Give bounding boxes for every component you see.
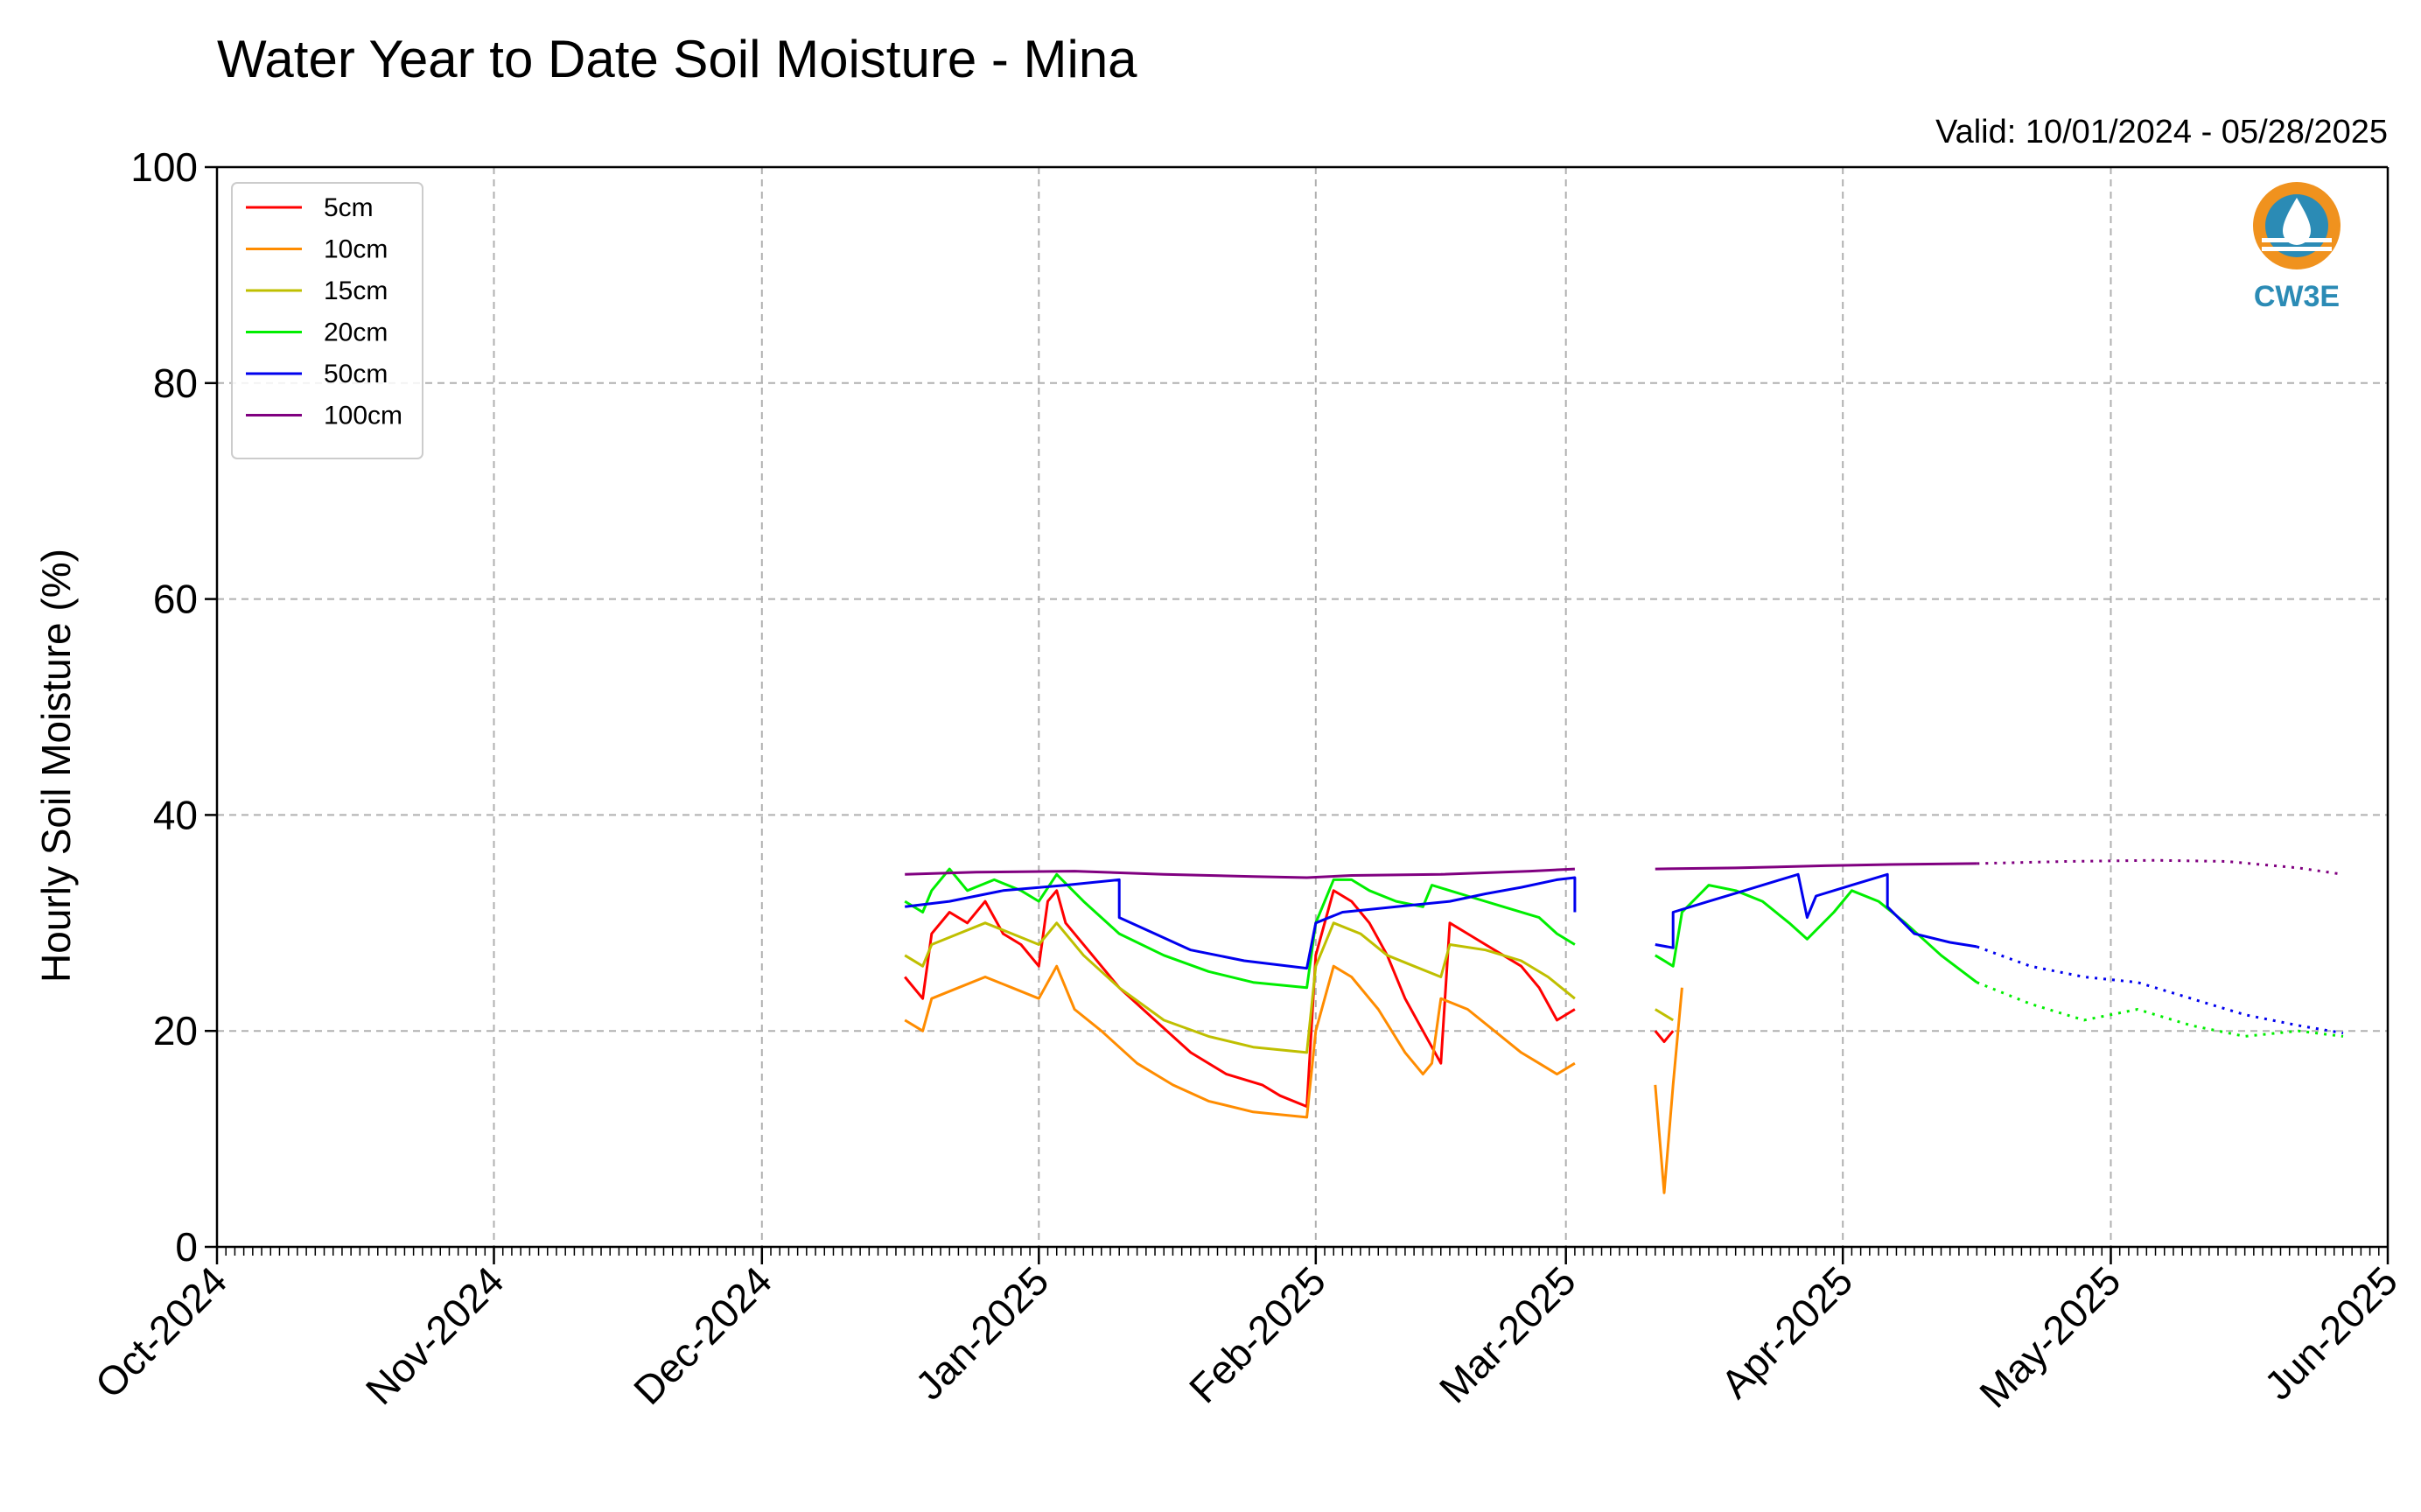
legend-label-20cm: 20cm (324, 318, 388, 347)
legend-label-50cm: 50cm (324, 360, 388, 388)
y-axis-label: Hourly Soil Moisture (%) (33, 549, 79, 983)
legend-box (231, 182, 423, 459)
series-15cm (904, 921, 1674, 1054)
cw3e-logo: CW3E (2253, 182, 2341, 313)
legend-label-10cm: 10cm (324, 235, 388, 264)
chart-subtitle: Valid: 10/01/2024 - 05/28/2025 (1935, 114, 2388, 150)
legend-label-5cm: 5cm (324, 193, 374, 222)
logo-wave-1 (2262, 238, 2332, 242)
legend-label-100cm: 100cm (324, 402, 402, 430)
series-50cm (905, 872, 2344, 1035)
series-line-100cm (1655, 862, 1977, 871)
chart-title: Water Year to Date Soil Moisture - Mina (217, 30, 1137, 88)
series-line-50cm (1976, 945, 2344, 1035)
logo-text: CW3E (2254, 280, 2340, 313)
series-line-50cm (1655, 872, 1977, 949)
series-lines (904, 858, 2344, 1194)
y-tick-label: 40 (153, 792, 198, 837)
y-tick-label: 20 (153, 1008, 198, 1054)
series-line-5cm (1654, 1030, 1675, 1043)
legend: 5cm 10cm 15cm 20cm 50cm 100cm (231, 182, 423, 459)
legend-label-15cm: 15cm (324, 276, 388, 305)
y-tick-label: 100 (130, 144, 198, 190)
series-line-15cm (904, 921, 1576, 1054)
y-tick-label: 0 (175, 1224, 198, 1270)
y-tick-label: 80 (153, 360, 198, 406)
water-drop-icon (2283, 198, 2311, 245)
y-tick-label: 60 (153, 577, 198, 622)
series-100cm (905, 858, 2344, 879)
series-line-10cm (1654, 987, 1683, 1194)
series-line-50cm (905, 876, 1577, 970)
series-line-100cm (905, 867, 1575, 879)
x-minor-ticks (216, 1247, 2389, 1256)
series-line-15cm (1655, 1008, 1674, 1022)
series-line-10cm (904, 964, 1576, 1119)
series-line-20cm (904, 867, 1576, 990)
logo-wave-2 (2262, 247, 2332, 251)
series-10cm (904, 964, 1683, 1194)
grid-lines (217, 167, 2388, 1247)
series-line-20cm (1976, 981, 2344, 1038)
